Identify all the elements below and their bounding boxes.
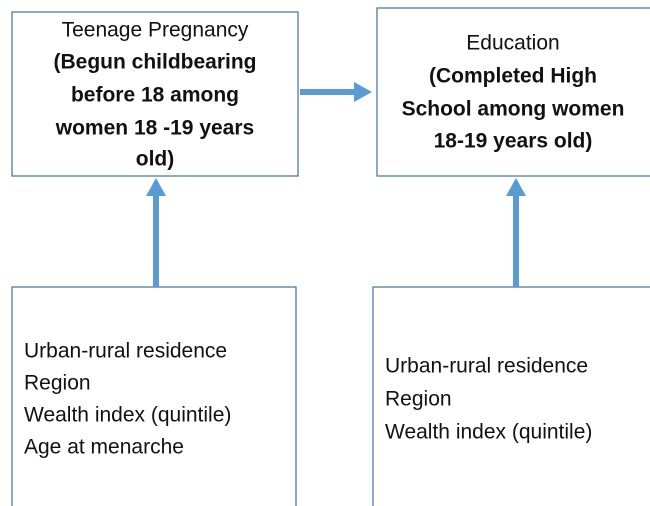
node-line: Region bbox=[24, 372, 91, 395]
arrow-head bbox=[506, 178, 526, 196]
node-title: Teenage Pregnancy bbox=[62, 19, 249, 42]
box-factors-2 bbox=[372, 286, 650, 506]
node-line: Age at menarche bbox=[24, 436, 184, 459]
node-line: Urban-rural residence bbox=[385, 355, 588, 378]
node-detail: women 18 -19 years bbox=[55, 117, 254, 140]
box-education bbox=[376, 7, 650, 177]
node-line: Urban-rural residence bbox=[24, 340, 227, 363]
node-detail: before 18 among bbox=[71, 84, 239, 107]
node-detail: (Completed High bbox=[429, 65, 597, 88]
node-detail: old) bbox=[136, 148, 174, 171]
node-line: Wealth index (quintile) bbox=[24, 404, 231, 427]
arrow-head bbox=[354, 82, 372, 102]
box-teenage-pregnancy bbox=[11, 11, 299, 177]
node-detail: 18-19 years old) bbox=[434, 130, 593, 153]
node-detail: School among women bbox=[402, 98, 625, 121]
node-title: Education bbox=[466, 32, 559, 55]
node-line: Wealth index (quintile) bbox=[385, 421, 592, 444]
box-factors-1 bbox=[11, 286, 297, 506]
node-line: Region bbox=[385, 388, 452, 411]
arrow-head bbox=[146, 178, 166, 196]
node-detail: (Begun childbearing bbox=[53, 51, 256, 74]
